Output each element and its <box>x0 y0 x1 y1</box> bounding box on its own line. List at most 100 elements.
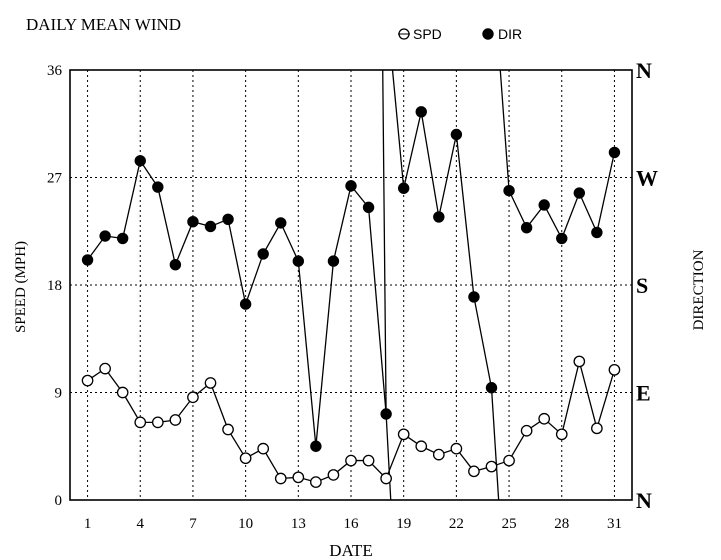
dir-point <box>222 213 234 226</box>
plot-frame <box>69 69 633 501</box>
y-tick-label: 18 <box>47 278 62 294</box>
legend-marker-dir <box>482 28 494 40</box>
dir-point <box>310 440 322 452</box>
x-tick-label: 16 <box>344 516 360 532</box>
series-line-dir-wrap <box>391 70 405 189</box>
tick-labels: 1 4 7 10 13 16 19 22 25 28 31 0 9 18 27 36 N E S W N <box>47 58 658 532</box>
dir-point <box>538 199 550 211</box>
dir-point <box>239 298 252 310</box>
dir-point <box>450 128 463 141</box>
y2-axis-label: DIRECTION <box>691 249 707 330</box>
x-tick-label: 7 <box>189 516 197 532</box>
y-tick-label: 0 <box>55 493 63 509</box>
marker-layer <box>81 106 621 488</box>
spd-point <box>538 412 551 425</box>
dir-point <box>257 248 269 260</box>
dir-point <box>116 232 129 245</box>
spd-point <box>397 428 410 441</box>
spd-point <box>555 428 568 441</box>
y-tick-label: 27 <box>47 171 63 187</box>
spd-point <box>450 442 463 455</box>
dir-point <box>292 255 305 267</box>
dir-point <box>81 254 94 266</box>
dir-point <box>591 226 603 239</box>
y2-tick-label: N <box>636 488 652 513</box>
spd-point <box>151 416 164 429</box>
dir-point <box>187 215 199 228</box>
x-axis-label: DATE <box>329 541 372 560</box>
y2-tick-label: N <box>636 58 652 83</box>
series-line-dir-wrap <box>385 413 392 500</box>
x-tick-label: 22 <box>449 516 464 532</box>
spd-point <box>362 454 375 467</box>
dir-point <box>485 382 498 394</box>
series-line-dir <box>403 111 493 388</box>
spd-point <box>310 476 322 488</box>
series-line-dir-wrap <box>490 387 500 500</box>
dir-point <box>608 146 621 159</box>
dir-point <box>397 182 410 194</box>
x-tick-label: 25 <box>502 516 517 532</box>
spd-point <box>239 452 252 465</box>
dir-point <box>169 258 182 271</box>
series-line-dir-wrap <box>499 70 510 191</box>
dir-point <box>503 184 515 197</box>
dir-point <box>134 155 146 167</box>
spd-point <box>503 454 515 467</box>
x-tick-label: 4 <box>137 516 145 532</box>
spd-point <box>468 465 480 478</box>
spd-point <box>573 355 586 368</box>
dir-point <box>573 187 586 199</box>
spd-point <box>327 469 340 481</box>
spd-point <box>415 440 428 453</box>
y-tick-label: 36 <box>47 63 63 79</box>
series-line-dir <box>367 207 387 415</box>
spd-point <box>432 448 445 461</box>
spd-point <box>274 472 287 485</box>
spd-point <box>116 386 129 399</box>
dir-point <box>556 232 568 245</box>
x-tick-label: 13 <box>291 516 306 532</box>
spd-point <box>257 442 270 455</box>
spd-point <box>345 454 357 467</box>
dir-point <box>204 220 217 233</box>
y-tick-label: 9 <box>55 386 63 402</box>
spd-point <box>608 363 621 376</box>
legend-label-spd: SPD <box>413 26 442 42</box>
dir-point <box>362 201 375 214</box>
x-tick-label: 1 <box>84 516 92 532</box>
x-tick-label: 10 <box>238 516 253 532</box>
spd-point <box>169 414 182 426</box>
spd-point <box>134 416 147 429</box>
dir-point <box>433 211 445 223</box>
y2-tick-label: W <box>636 166 658 191</box>
dir-point <box>345 180 357 192</box>
spd-point <box>380 472 392 485</box>
y2-tick-label: E <box>636 381 651 406</box>
dir-point <box>468 291 480 303</box>
x-tick-label: 31 <box>607 516 622 532</box>
dir-point <box>275 217 287 229</box>
dir-point <box>99 230 111 242</box>
legend-label-dir: DIR <box>498 26 522 42</box>
spd-point <box>81 374 94 387</box>
spd-point <box>292 471 305 484</box>
dir-point <box>415 106 427 118</box>
x-tick-label: 19 <box>396 516 411 532</box>
spd-point <box>187 391 199 404</box>
y2-tick-label: S <box>636 273 648 298</box>
chart-title: DAILY MEAN WIND <box>26 15 181 34</box>
spd-point <box>204 377 217 389</box>
grid-lines <box>70 70 632 500</box>
spd-point <box>222 423 234 436</box>
dir-point <box>380 408 392 420</box>
dir-point <box>152 181 164 193</box>
spd-point <box>99 362 111 375</box>
spd-point <box>520 424 533 437</box>
x-tick-label: 28 <box>554 516 569 532</box>
legend: SPD DIR <box>398 26 522 42</box>
dir-point <box>520 221 533 234</box>
spd-point <box>485 460 498 473</box>
series-line-dir-wrap <box>382 70 387 415</box>
